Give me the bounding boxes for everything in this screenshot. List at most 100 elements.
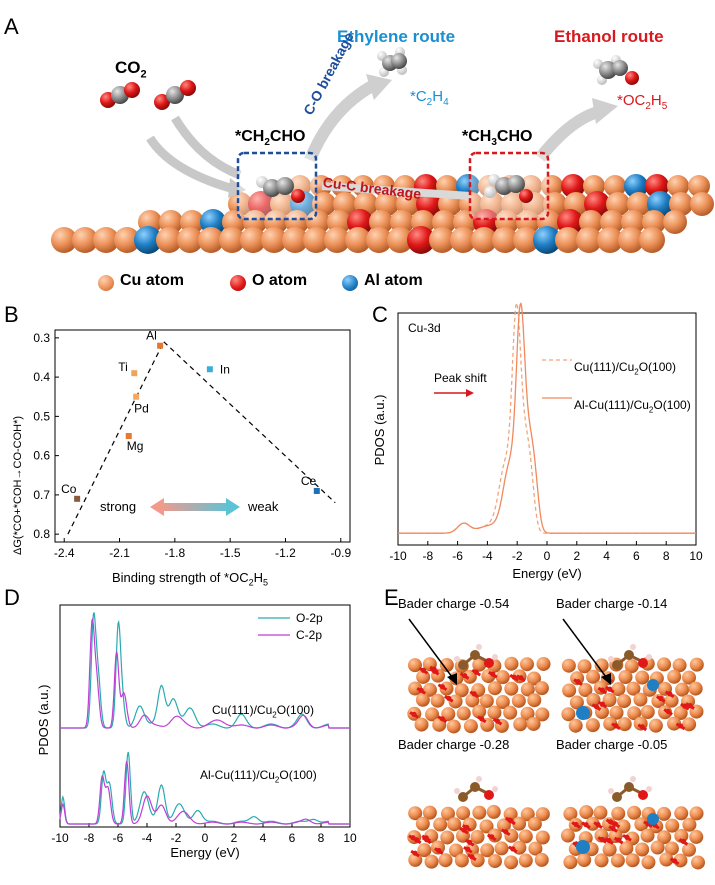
cu-atom: [430, 693, 445, 708]
panel-b-point-label: Co: [61, 482, 77, 496]
o-atom: [411, 711, 417, 717]
cu-atom: [640, 828, 655, 843]
panel-c-xtick-label: -2: [512, 549, 523, 563]
h-atom: [646, 786, 652, 792]
panel-b-arrow-left: [150, 498, 164, 516]
o-atom: [414, 837, 420, 843]
c-atom: [458, 792, 468, 802]
structure-3: [407, 776, 550, 870]
cu-atom: [324, 227, 350, 253]
panel-b-point-ce: [313, 487, 320, 494]
cu-atom: [492, 227, 518, 253]
cu-atom: [657, 830, 672, 845]
h-atom: [492, 654, 498, 660]
panel-b-letter: B: [4, 302, 19, 327]
panel-b-point-label: Pd: [134, 402, 149, 416]
o-atom: [473, 669, 479, 675]
cu-atom: [569, 695, 584, 710]
cu-atom: [504, 855, 519, 870]
cu-atom: [635, 670, 650, 685]
cu-atom: [448, 694, 463, 709]
arrow-ethylene: [304, 80, 376, 163]
o-atom: [407, 226, 435, 254]
cu-atom: [387, 227, 413, 253]
cu-atom: [422, 682, 437, 697]
cu-atom: [518, 829, 533, 844]
panel-d-ylabel: PDOS (a.u.): [36, 685, 51, 756]
cu-atom: [72, 227, 98, 253]
cu-atom: [635, 842, 650, 857]
cu-atom: [527, 816, 542, 831]
panel-c-xtick-label: 2: [573, 549, 580, 563]
panel-d-xtick-label: -10: [51, 831, 69, 845]
panel-c-xtick-label: 6: [633, 549, 640, 563]
cu-atom: [657, 657, 672, 672]
cu-atom: [578, 682, 593, 697]
o-atom: [494, 718, 501, 724]
panel-a-letter: A: [4, 14, 19, 39]
o-atom: [595, 822, 601, 828]
cu-atom: [446, 719, 461, 734]
panel-b-arrow-right: [226, 498, 240, 516]
o-atom: [511, 674, 517, 680]
cu-atom: [594, 853, 609, 868]
cu-atom: [688, 681, 703, 696]
cu-atom: [618, 227, 644, 253]
o-atom: [467, 839, 473, 845]
panel-c-ylabel: PDOS (a.u.): [372, 395, 387, 466]
o-atom: [503, 829, 509, 835]
panel-b-frame: [54, 329, 351, 543]
legend-o-label: O atom: [252, 272, 308, 289]
panel-d-xtick-label: 10: [343, 831, 357, 845]
cu-atom: [472, 657, 487, 672]
al-atom: [647, 679, 659, 691]
o-atom: [462, 672, 468, 679]
cu-atom: [463, 719, 478, 734]
cu-atom: [503, 705, 518, 720]
co2-label: CO2: [115, 58, 147, 81]
o-atom: [593, 704, 600, 710]
o-atom: [561, 174, 585, 198]
cu-atom: [479, 819, 494, 834]
o-atom: [687, 702, 693, 709]
cu-atom: [672, 658, 687, 673]
h-atom: [630, 776, 636, 782]
o-atom: [583, 822, 589, 828]
cu-atom: [219, 227, 245, 253]
cu-atom: [414, 717, 429, 732]
cu-atom: [609, 705, 624, 720]
h-atom: [630, 644, 636, 650]
cu-atom: [626, 681, 641, 696]
o-atom: [599, 701, 605, 707]
panel-b-ylabel: ΔG(*CO+*COH→CO-COH*): [12, 415, 24, 555]
cu-atom: [664, 841, 679, 856]
h-atom: [454, 788, 460, 794]
cu-atom: [585, 718, 600, 733]
ethanol-molecule: [593, 55, 639, 85]
cu-atom: [198, 227, 224, 253]
cu-atom: [440, 830, 455, 845]
c-atom: [624, 650, 634, 660]
panel-b-point-al: [157, 342, 164, 349]
ethylene-molecule: [377, 47, 407, 77]
c2h4-label: *C2H4: [410, 88, 449, 108]
cu-atom: [518, 853, 533, 868]
o-atom: [423, 835, 429, 841]
cu-atom: [536, 656, 551, 671]
cu-atom: [624, 659, 639, 674]
cu-atom: [471, 227, 497, 253]
ethylene-route-label: Ethylene route: [337, 27, 456, 46]
panel-c-shift-arrowhead: [466, 389, 474, 397]
panel-b-volcano-right: [163, 341, 336, 504]
cu-atom: [156, 227, 182, 253]
panel-d-xtick-label: -6: [113, 831, 124, 845]
atom-legend: Cu atom O atom Al atom: [98, 272, 458, 294]
cu-atom: [611, 806, 626, 821]
panel-d-xtick-label: -8: [84, 831, 95, 845]
cu-atom: [560, 828, 575, 843]
cu-atom: [568, 718, 583, 733]
o-atom: [518, 675, 524, 681]
cu-atom: [674, 806, 689, 821]
panel-d-xtick-label: -4: [142, 831, 153, 845]
panel-d-anno-1: Cu(111)/Cu2O(100): [212, 703, 315, 720]
